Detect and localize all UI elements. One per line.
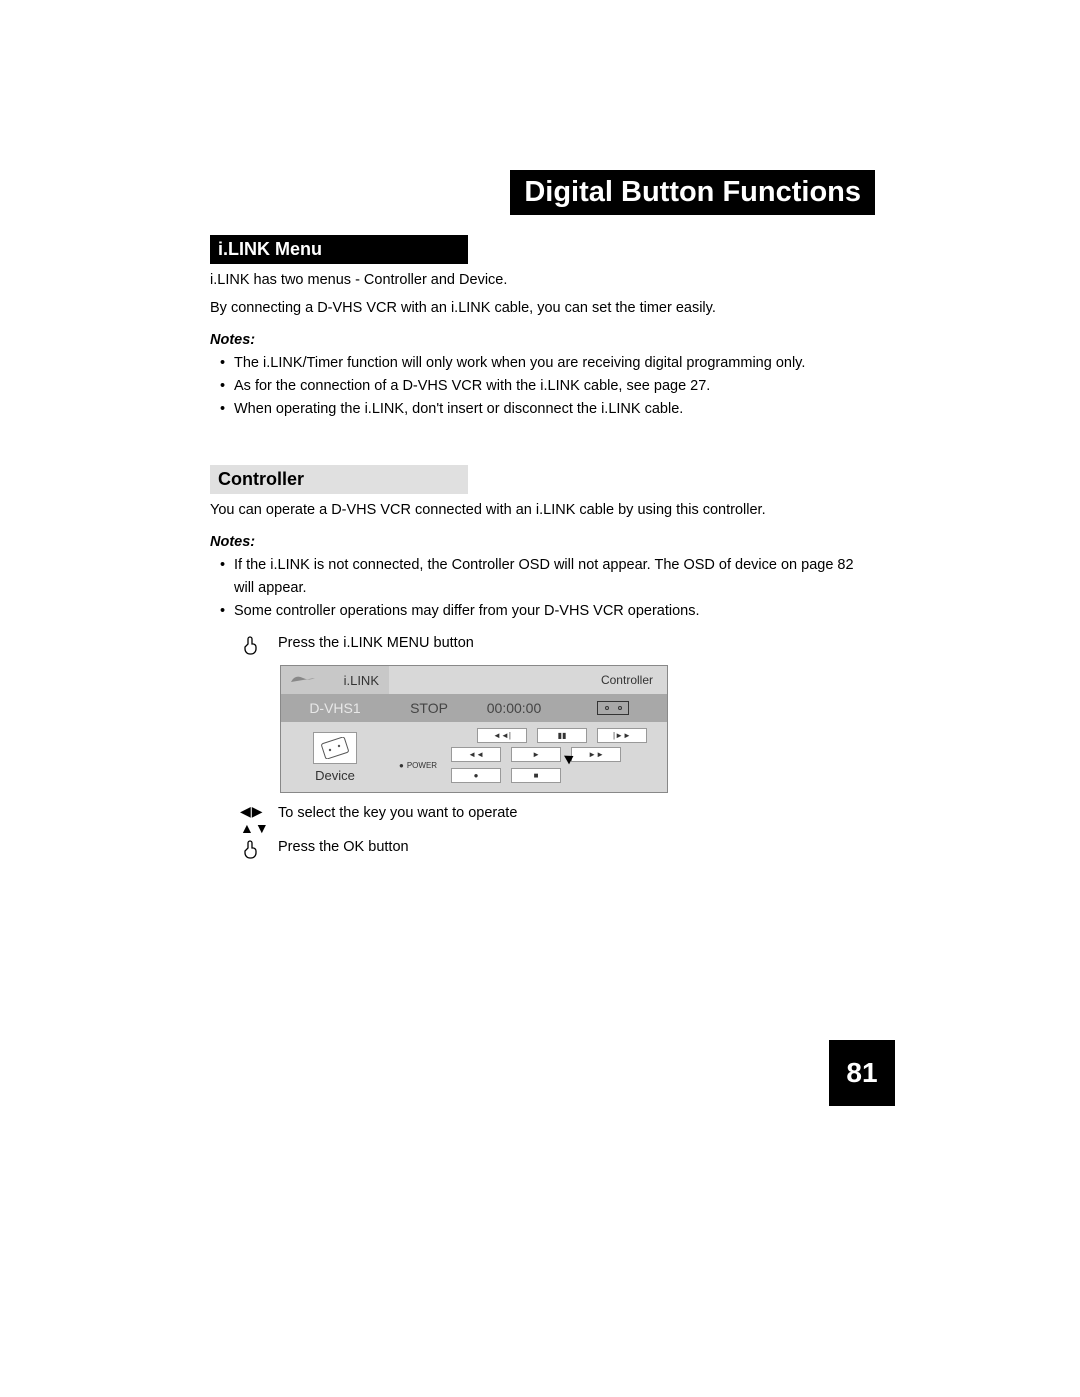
rewind-button[interactable]: ◄◄: [451, 747, 501, 762]
note-item: As for the connection of a D-VHS VCR wit…: [210, 375, 875, 398]
pause-button[interactable]: ▮▮: [537, 728, 587, 743]
controller-intro: You can operate a D-VHS VCR connected wi…: [210, 500, 875, 522]
osd-status-text: STOP: [389, 700, 469, 716]
tape-icon: [559, 701, 667, 715]
section-ilink-header: i.LINK Menu: [210, 235, 468, 264]
device-icon: [313, 732, 357, 764]
controller-osd: i.LINK Controller D-VHS1 STOP 00:00:00 D…: [280, 665, 668, 793]
page-number: 81: [829, 1040, 895, 1106]
note-item: Some controller operations may differ fr…: [210, 600, 875, 623]
osd-device-label: Device: [315, 768, 355, 783]
notes-label-2: Notes:: [210, 534, 875, 550]
rewind-step-button[interactable]: ◄◄|: [477, 728, 527, 743]
page-title: Digital Button Functions: [510, 170, 875, 215]
ilink-intro-1: i.LINK has two menus - Controller and De…: [210, 270, 875, 292]
note-item: The i.LINK/Timer function will only work…: [210, 352, 875, 375]
ilink-intro-2: By connecting a D-VHS VCR with an i.LINK…: [210, 298, 875, 320]
controller-notes-list: If the i.LINK is not connected, the Cont…: [210, 554, 875, 624]
osd-controller-label: Controller: [601, 673, 667, 687]
note-item: When operating the i.LINK, don't insert …: [210, 398, 875, 421]
step-press-ok: Press the OK button: [278, 837, 409, 859]
record-button[interactable]: ●: [451, 768, 501, 783]
osd-device-name: D-VHS1: [281, 700, 389, 716]
osd-ilink-tab: i.LINK: [281, 666, 389, 694]
step-select-key: To select the key you want to operate: [278, 803, 517, 825]
nav-arrows-icon: ◀▶ ▲▼: [240, 803, 264, 827]
notes-label-1: Notes:: [210, 332, 875, 348]
ilink-notes-list: The i.LINK/Timer function will only work…: [210, 352, 875, 422]
note-item: If the i.LINK is not connected, the Cont…: [210, 554, 875, 600]
section-controller-header: Controller: [210, 465, 468, 494]
stop-button[interactable]: ■: [511, 768, 561, 783]
play-button[interactable]: ►: [511, 747, 561, 762]
forward-button[interactable]: ►►: [571, 747, 621, 762]
step-press-ilink: Press the i.LINK MENU button: [278, 633, 474, 655]
power-label: ●POWER: [399, 761, 437, 770]
osd-time: 00:00:00: [469, 700, 559, 716]
forward-step-button[interactable]: |►►: [597, 728, 647, 743]
hand-press-icon: [240, 837, 264, 861]
hand-press-icon: [240, 633, 264, 657]
